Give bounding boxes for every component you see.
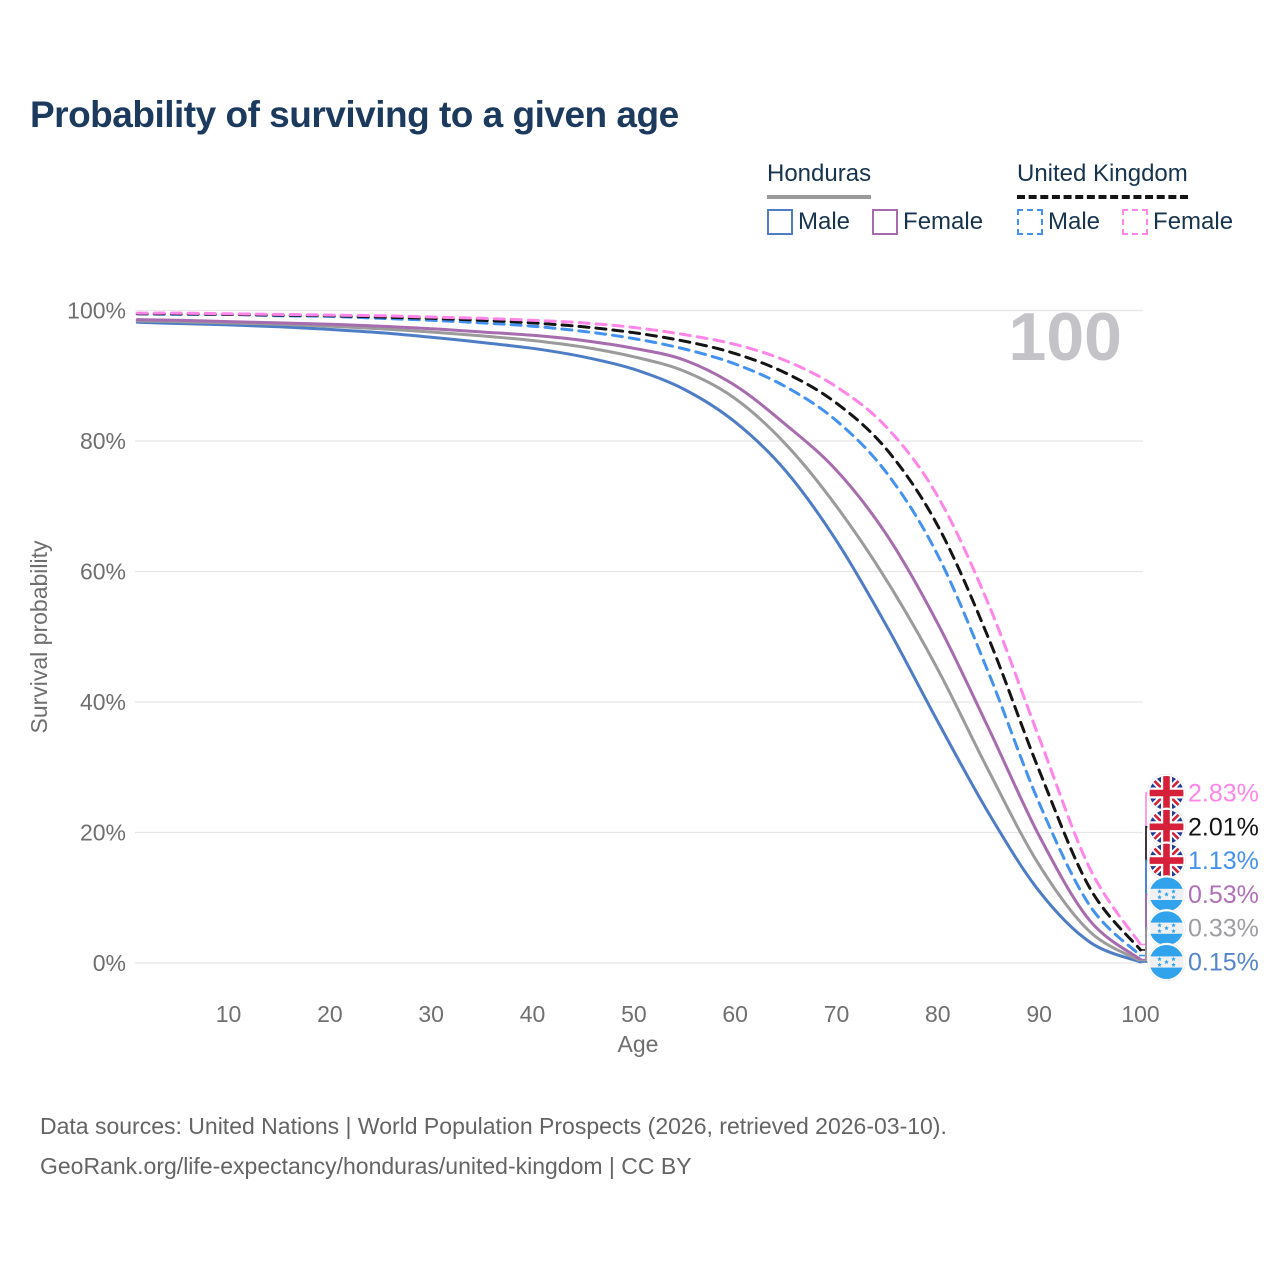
legend-group-honduras: Honduras Male Female [767,160,983,236]
uk-flag-icon [1148,842,1186,880]
page-title: Probability of surviving to a given age [30,94,679,135]
y-tick-0: 0% [93,950,126,976]
axis-layer: 0% 20% 40% 60% 80% 100% 10 20 30 40 50 60 70 80 90 100 A… [26,298,1160,1058]
legend-country-honduras[interactable]: Honduras [767,160,872,199]
end-label-uk-female: 2.83% [1188,780,1259,808]
x-tick-100: 100 [1121,1001,1159,1027]
end-label-honduras-female: 0.53% [1188,881,1259,909]
honduras-flag-icon [1148,875,1186,913]
uk-flag-icon [1148,808,1186,846]
age-counter-watermark: 100 [1009,299,1122,375]
legend-swatch-uk-female[interactable] [1122,209,1149,235]
data-source-line2: GeoRank.org/life-expectancy/honduras/uni… [40,1153,692,1179]
x-tick-80: 80 [925,1001,951,1027]
x-tick-40: 40 [520,1001,546,1027]
y-tick-100: 100% [67,298,126,324]
x-tick-30: 30 [418,1001,444,1027]
age-watermark-layer: 100 [1009,299,1122,375]
x-tick-10: 10 [216,1001,242,1027]
y-tick-20: 20% [80,820,126,846]
legend-country-united-kingdom[interactable]: United Kingdom [1017,160,1188,199]
grid-layer [135,309,1143,964]
x-tick-50: 50 [621,1001,647,1027]
end-label-uk-both: 2.01% [1188,813,1259,841]
legend-swatch-honduras-male[interactable] [767,209,793,235]
leader-line-uk-both [1139,826,1149,951]
y-axis-label: Survival probability [26,540,52,734]
legend-swatch-uk-male[interactable] [1017,209,1043,235]
series-line-uk-male [135,312,1142,958]
honduras-flag-icon [1148,943,1186,981]
x-tick-70: 70 [824,1001,850,1027]
y-tick-40: 40% [80,689,126,715]
legend-label-honduras-female[interactable]: Female [903,208,984,235]
data-source-line1: Data sources: United Nations | World Pop… [40,1113,947,1139]
end-label-honduras-both: 0.33% [1188,915,1259,943]
x-tick-20: 20 [317,1001,343,1027]
leader-line-uk-male [1139,859,1149,957]
end-label-layer: 2.83% 2.01% 1.13% 0.53% 0.33% 0.15% [1139,774,1259,981]
legend-label-uk-male[interactable]: Male [1048,208,1101,235]
series-layer [135,311,1142,964]
series-line-uk-both [135,312,1142,952]
x-axis-label: Age [618,1031,659,1057]
end-label-honduras-male: 0.15% [1188,949,1259,977]
legend-label-honduras-male[interactable]: Male [798,208,851,235]
data-source-note: Data sources: United Nations | World Pop… [40,1106,947,1186]
legend-label-uk-female[interactable]: Female [1153,208,1234,235]
end-label-uk-male: 1.13% [1188,847,1259,875]
leader-line-uk-female [1139,792,1149,946]
series-line-honduras-female [135,318,1142,961]
series-line-honduras-both [135,319,1142,963]
uk-flag-icon [1148,774,1186,812]
y-tick-60: 60% [80,559,126,585]
legend-group-united-kingdom: United Kingdom Male Female [1017,160,1233,236]
series-line-uk-female [135,311,1142,946]
series-line-honduras-male [135,320,1142,964]
legend-swatch-honduras-female[interactable] [872,209,899,235]
x-tick-90: 90 [1026,1001,1052,1027]
x-tick-60: 60 [722,1001,748,1027]
honduras-flag-icon [1148,909,1186,947]
y-tick-80: 80% [80,428,126,454]
